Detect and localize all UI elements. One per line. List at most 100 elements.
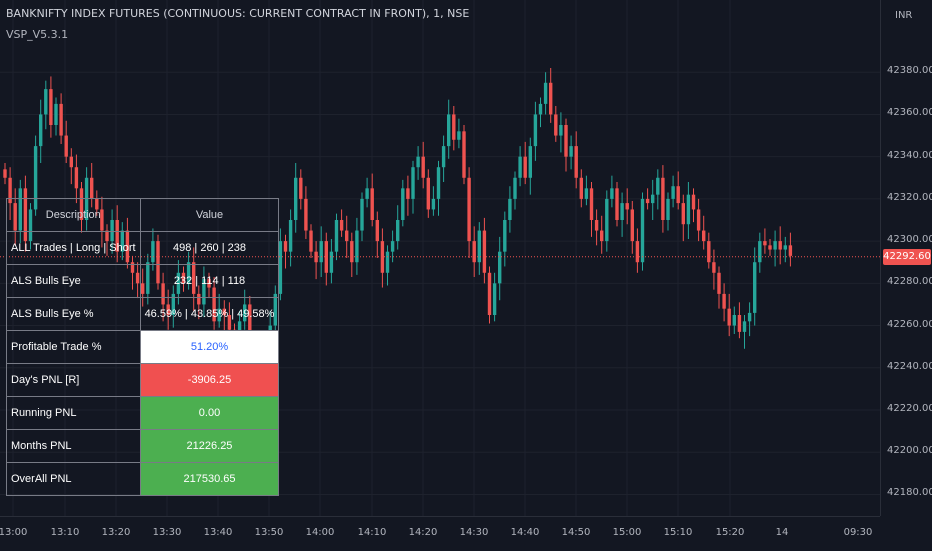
price-tick-label: 42180.00 <box>887 487 932 499</box>
candle-body <box>773 241 777 250</box>
stats-row-value: -3906.25 <box>139 363 280 397</box>
candle-body <box>452 114 456 140</box>
time-tick-label: 09:30 <box>843 527 873 538</box>
time-tick-label: 13:50 <box>254 527 284 538</box>
stats-row-value: 46.59% | 43.85% | 49.58% <box>139 297 280 331</box>
price-tick-label: 42320.00 <box>887 191 932 203</box>
time-tick-label: 15:10 <box>663 527 693 538</box>
candle-body <box>416 156 420 168</box>
candle-body <box>457 131 461 140</box>
candle-body <box>763 241 767 246</box>
candle-body <box>605 198 609 242</box>
stats-row-value: 0.00 <box>139 396 280 430</box>
stats-row-value: 51.20% <box>139 330 280 364</box>
price-scale[interactable]: INR 42292.60 42380.00 42360.00 42340.00 423… <box>880 0 932 516</box>
stats-row-label: Day's PNL [R] <box>6 363 141 397</box>
table-row: Running PNL 0.00 <box>6 396 280 430</box>
table-row: ALS Bulls Eye 232 | 114 | 118 <box>6 264 280 298</box>
stats-row-value: 232 | 114 | 118 <box>139 264 280 298</box>
candle-body <box>584 188 589 199</box>
candle-body <box>579 177 583 199</box>
candle-body <box>615 188 619 220</box>
candle-body <box>651 194 655 204</box>
candle-body <box>355 230 359 263</box>
candle-body <box>350 241 354 263</box>
candle-body <box>472 241 476 263</box>
candle-body <box>345 230 349 242</box>
candle-body <box>339 220 344 231</box>
candle-body <box>314 251 318 263</box>
candle-body <box>574 146 578 178</box>
candle-body <box>523 156 527 178</box>
candle-body <box>630 209 634 242</box>
price-tick-label: 42340.00 <box>887 149 932 161</box>
time-tick-label: 14:50 <box>561 527 591 538</box>
candle-body <box>69 156 73 168</box>
candle-body <box>401 188 405 220</box>
candle-body <box>299 177 303 199</box>
candle-body <box>304 198 308 231</box>
time-scale[interactable]: 13:00 13:10 13:20 13:30 13:40 13:50 14:00 14:10… <box>0 516 880 551</box>
time-tick-label: 14 <box>775 527 789 538</box>
candle-body <box>549 82 553 115</box>
chart-area[interactable]: BANKNIFTY INDEX FUTURES (CONTINUOUS: CUR… <box>0 0 880 516</box>
stats-row-label: ALS Bulls Eye <box>6 264 141 298</box>
time-tick-label: 13:00 <box>0 527 28 538</box>
candle-body <box>620 203 624 220</box>
stats-row-label: ALS Bulls Eye % <box>6 297 141 331</box>
stats-row-value: 21226.25 <box>139 429 280 463</box>
chart-title: BANKNIFTY INDEX FUTURES (CONTINUOUS: CUR… <box>6 7 470 20</box>
table-row: OverAll PNL 217530.65 <box>6 462 280 496</box>
price-tick-label: 42360.00 <box>887 107 932 119</box>
candle-body <box>737 315 742 332</box>
candle-body <box>742 321 747 332</box>
stats-row-label: OverAll PNL <box>6 462 141 496</box>
candle-body <box>288 220 293 252</box>
candle-body <box>518 156 522 178</box>
table-row: Day's PNL [R] -3906.25 <box>6 363 280 397</box>
indicator-label[interactable]: VSP_V5.3.1 <box>6 28 69 41</box>
candle-body <box>503 220 507 252</box>
candle-body <box>334 220 339 252</box>
candle-body <box>3 169 7 178</box>
candle-body <box>656 177 660 195</box>
last-price-tag: 42292.60 <box>883 248 931 265</box>
candle-body <box>707 241 711 263</box>
candle-body <box>278 241 283 294</box>
time-tick-label: 15:00 <box>612 527 642 538</box>
candle-body <box>396 220 400 242</box>
stats-row-value: 498 | 260 | 238 <box>139 231 280 265</box>
candle-body <box>294 177 298 220</box>
candle-body <box>431 198 436 210</box>
candle-body <box>64 135 68 157</box>
candle-body <box>753 262 757 313</box>
time-tick-label: 15:20 <box>715 527 745 538</box>
candle-body <box>487 272 492 315</box>
candle-body <box>691 194 696 210</box>
candle-body <box>421 156 425 178</box>
candle-body <box>645 198 650 204</box>
candle-body <box>533 114 538 147</box>
stats-row-label: ALL Trades | Long | Short <box>6 231 141 265</box>
table-row: Months PNL 21226.25 <box>6 429 280 463</box>
candle-body <box>686 194 691 225</box>
table-row: Profitable Trade % 51.20% <box>6 330 280 364</box>
candle-body <box>406 188 410 199</box>
candle-body <box>661 177 665 220</box>
candle-body <box>768 245 772 250</box>
time-tick-label: 13:40 <box>203 527 233 538</box>
candle-body <box>676 186 680 204</box>
candle-body <box>528 146 532 178</box>
time-tick-label: 14:10 <box>357 527 387 538</box>
candle-body <box>513 177 517 199</box>
stats-header-row: Description Value <box>6 198 280 232</box>
stats-row-label: Profitable Trade % <box>6 330 141 364</box>
currency-label[interactable]: INR <box>895 10 913 21</box>
candle-body <box>747 312 752 322</box>
candle-body <box>788 245 793 256</box>
time-tick-label: 14:40 <box>510 527 540 538</box>
candle-body <box>283 241 288 252</box>
candle-body <box>447 114 451 147</box>
candle-body <box>635 241 640 263</box>
candle-body <box>778 241 782 250</box>
